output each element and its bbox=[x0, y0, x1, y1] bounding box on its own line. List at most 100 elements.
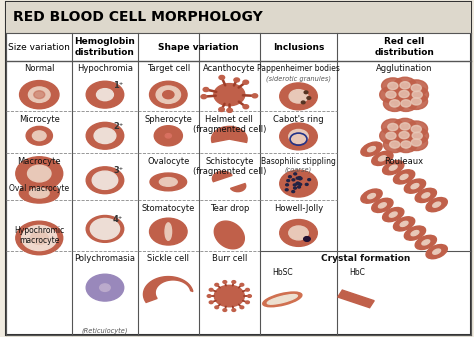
Ellipse shape bbox=[378, 156, 386, 161]
Circle shape bbox=[156, 86, 181, 103]
Circle shape bbox=[406, 128, 428, 144]
Text: Rouleaux: Rouleaux bbox=[384, 157, 424, 166]
Circle shape bbox=[240, 306, 244, 309]
Ellipse shape bbox=[150, 173, 187, 191]
Circle shape bbox=[247, 295, 251, 297]
Circle shape bbox=[401, 141, 411, 148]
Circle shape bbox=[308, 179, 310, 181]
Circle shape bbox=[296, 177, 299, 179]
Text: Pappenheimer bodies: Pappenheimer bodies bbox=[257, 64, 340, 73]
Text: Target cell: Target cell bbox=[146, 64, 190, 73]
Wedge shape bbox=[212, 171, 232, 182]
Circle shape bbox=[149, 81, 187, 108]
Circle shape bbox=[34, 91, 45, 99]
Circle shape bbox=[405, 134, 428, 151]
Ellipse shape bbox=[389, 212, 397, 217]
Circle shape bbox=[227, 109, 232, 113]
Circle shape bbox=[304, 91, 308, 94]
Circle shape bbox=[386, 132, 396, 140]
Circle shape bbox=[400, 82, 410, 89]
Circle shape bbox=[154, 126, 182, 146]
Text: Basophilic stippling: Basophilic stippling bbox=[261, 157, 336, 166]
Circle shape bbox=[280, 123, 317, 150]
Text: Helmet cell
(fragmented cell): Helmet cell (fragmented cell) bbox=[192, 115, 266, 134]
Circle shape bbox=[209, 288, 213, 291]
Text: 3⁺: 3⁺ bbox=[113, 166, 123, 175]
Circle shape bbox=[209, 301, 213, 304]
Ellipse shape bbox=[372, 151, 393, 165]
Circle shape bbox=[383, 136, 406, 153]
Circle shape bbox=[165, 133, 172, 138]
Ellipse shape bbox=[433, 249, 441, 254]
Text: Hemoglobin
distribution: Hemoglobin distribution bbox=[74, 37, 136, 57]
Ellipse shape bbox=[426, 197, 447, 212]
Circle shape bbox=[32, 131, 46, 141]
Text: Schistocyte
(fragmented cell): Schistocyte (fragmented cell) bbox=[192, 157, 266, 176]
Circle shape bbox=[411, 98, 421, 105]
Ellipse shape bbox=[19, 183, 59, 203]
Circle shape bbox=[232, 281, 236, 283]
Polygon shape bbox=[144, 277, 193, 302]
Text: Crystal formation: Crystal formation bbox=[321, 254, 410, 263]
Circle shape bbox=[243, 80, 248, 84]
Ellipse shape bbox=[404, 226, 426, 240]
Circle shape bbox=[393, 127, 415, 143]
Ellipse shape bbox=[393, 217, 415, 231]
Text: Polychromasia: Polychromasia bbox=[74, 254, 136, 263]
Circle shape bbox=[405, 93, 428, 110]
Circle shape bbox=[298, 183, 300, 185]
Wedge shape bbox=[230, 184, 246, 192]
FancyBboxPatch shape bbox=[7, 2, 471, 33]
Ellipse shape bbox=[165, 223, 172, 240]
Circle shape bbox=[234, 78, 239, 82]
Circle shape bbox=[92, 171, 118, 189]
Circle shape bbox=[395, 136, 417, 153]
Circle shape bbox=[299, 183, 301, 185]
Circle shape bbox=[382, 78, 404, 94]
Circle shape bbox=[298, 177, 301, 179]
Circle shape bbox=[286, 184, 289, 186]
Circle shape bbox=[388, 82, 398, 90]
Circle shape bbox=[94, 128, 116, 144]
Ellipse shape bbox=[393, 170, 415, 184]
Circle shape bbox=[296, 182, 299, 184]
Circle shape bbox=[207, 295, 211, 297]
Circle shape bbox=[382, 119, 404, 135]
Circle shape bbox=[28, 87, 50, 102]
Ellipse shape bbox=[361, 142, 382, 156]
Ellipse shape bbox=[426, 245, 447, 259]
Circle shape bbox=[289, 129, 308, 144]
Circle shape bbox=[246, 301, 249, 304]
Ellipse shape bbox=[368, 193, 375, 199]
Circle shape bbox=[292, 179, 295, 181]
Text: Howell-Jolly: Howell-Jolly bbox=[274, 204, 323, 213]
Circle shape bbox=[219, 108, 224, 112]
Circle shape bbox=[214, 84, 245, 106]
Text: 2⁺: 2⁺ bbox=[113, 122, 123, 131]
Circle shape bbox=[405, 80, 428, 96]
Circle shape bbox=[240, 283, 244, 286]
Ellipse shape bbox=[411, 184, 419, 189]
Circle shape bbox=[86, 81, 124, 108]
Circle shape bbox=[388, 123, 398, 131]
Bar bbox=[338, 290, 374, 308]
Text: (siderotic granules): (siderotic granules) bbox=[266, 75, 331, 82]
Circle shape bbox=[285, 189, 288, 191]
Text: Size variation: Size variation bbox=[9, 42, 70, 52]
Ellipse shape bbox=[263, 292, 302, 307]
Text: Hypochromia: Hypochromia bbox=[77, 64, 133, 73]
Circle shape bbox=[201, 95, 207, 99]
Circle shape bbox=[380, 87, 402, 103]
Text: (coarse): (coarse) bbox=[285, 167, 312, 173]
Circle shape bbox=[97, 89, 113, 101]
Text: Inclusions: Inclusions bbox=[273, 42, 324, 52]
Circle shape bbox=[22, 225, 57, 250]
Text: HbC: HbC bbox=[349, 268, 365, 277]
Circle shape bbox=[406, 87, 428, 103]
Circle shape bbox=[280, 170, 317, 197]
Circle shape bbox=[289, 176, 292, 178]
Ellipse shape bbox=[159, 178, 177, 186]
Ellipse shape bbox=[411, 231, 419, 236]
Circle shape bbox=[30, 232, 48, 244]
Circle shape bbox=[294, 173, 297, 175]
